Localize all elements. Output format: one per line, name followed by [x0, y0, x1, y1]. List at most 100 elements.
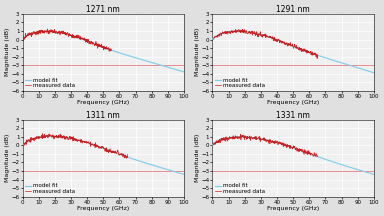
model fit — [332, 59, 337, 62]
measured data — [85, 39, 89, 42]
measured data — [55, 135, 60, 138]
Y-axis label: Magnitude (dB): Magnitude (dB) — [5, 134, 10, 182]
measured data — [109, 49, 114, 52]
measured data — [56, 32, 61, 34]
model fit — [182, 173, 186, 176]
measured data — [287, 146, 291, 149]
model fit — [235, 30, 240, 32]
measured data — [240, 28, 245, 30]
model fit — [94, 144, 98, 147]
measured data — [21, 35, 26, 37]
model fit — [182, 71, 186, 73]
measured data — [77, 34, 81, 37]
measured data — [315, 156, 319, 158]
measured data — [21, 142, 26, 144]
Line: measured data: measured data — [213, 29, 318, 59]
measured data — [245, 135, 250, 138]
measured data — [40, 132, 45, 135]
measured data — [223, 30, 228, 33]
model fit — [142, 161, 147, 164]
model fit — [306, 152, 310, 154]
measured data — [45, 28, 50, 30]
measured data — [63, 136, 67, 139]
model fit — [306, 51, 310, 53]
measured data — [85, 40, 90, 43]
model fit — [116, 152, 120, 155]
model fit — [318, 55, 323, 57]
measured data — [277, 141, 281, 143]
model fit — [239, 30, 243, 33]
model fit — [372, 71, 376, 74]
model fit — [283, 144, 288, 146]
Legend: model fit, measured data: model fit, measured data — [214, 77, 266, 89]
model fit — [49, 135, 54, 138]
Y-axis label: Magnitude (dB): Magnitude (dB) — [5, 28, 10, 76]
measured data — [245, 32, 250, 35]
X-axis label: Frequency (GHz): Frequency (GHz) — [267, 100, 319, 105]
Line: measured data: measured data — [213, 134, 318, 157]
measured data — [238, 133, 243, 135]
measured data — [211, 141, 215, 144]
model fit — [128, 157, 133, 159]
measured data — [96, 147, 101, 149]
measured data — [107, 50, 111, 53]
model fit — [252, 137, 257, 139]
model fit — [20, 144, 25, 146]
Line: model fit: model fit — [212, 137, 374, 174]
Line: model fit: model fit — [23, 32, 184, 72]
measured data — [87, 143, 91, 145]
measured data — [286, 44, 291, 47]
measured data — [31, 32, 36, 34]
X-axis label: Frequency (GHz): Frequency (GHz) — [77, 100, 129, 105]
model fit — [94, 43, 98, 46]
model fit — [239, 136, 243, 138]
model fit — [142, 59, 147, 62]
model fit — [49, 30, 54, 33]
measured data — [211, 38, 215, 41]
model fit — [44, 30, 49, 33]
model fit — [332, 161, 337, 164]
Title: 1331 nm: 1331 nm — [276, 111, 310, 120]
X-axis label: Frequency (GHz): Frequency (GHz) — [77, 206, 129, 211]
X-axis label: Frequency (GHz): Frequency (GHz) — [267, 206, 319, 211]
Legend: model fit, measured data: model fit, measured data — [214, 183, 266, 195]
Line: model fit: model fit — [23, 136, 184, 174]
measured data — [315, 57, 319, 60]
model fit — [283, 42, 288, 45]
Legend: model fit, measured data: model fit, measured data — [24, 183, 76, 195]
measured data — [277, 39, 281, 41]
measured data — [315, 154, 320, 157]
measured data — [97, 145, 102, 148]
model fit — [252, 32, 257, 34]
model fit — [210, 38, 215, 40]
model fit — [210, 144, 215, 146]
Line: model fit: model fit — [212, 31, 374, 73]
model fit — [62, 32, 67, 35]
model fit — [372, 173, 376, 176]
Y-axis label: Magnitude (dB): Magnitude (dB) — [195, 134, 200, 182]
Title: 1311 nm: 1311 nm — [86, 111, 120, 120]
model fit — [62, 136, 67, 139]
model fit — [128, 55, 133, 58]
model fit — [116, 51, 120, 54]
model fit — [318, 156, 323, 159]
measured data — [223, 137, 228, 139]
measured data — [315, 54, 320, 57]
model fit — [238, 136, 243, 138]
measured data — [33, 136, 38, 139]
measured data — [125, 153, 130, 156]
model fit — [20, 38, 25, 40]
measured data — [124, 157, 129, 160]
measured data — [50, 32, 55, 34]
measured data — [252, 137, 257, 139]
Title: 1271 nm: 1271 nm — [86, 5, 120, 14]
model fit — [48, 135, 53, 138]
Title: 1291 nm: 1291 nm — [276, 5, 310, 14]
measured data — [252, 32, 257, 35]
Line: measured data: measured data — [23, 29, 111, 51]
measured data — [287, 42, 291, 45]
measured data — [286, 144, 291, 147]
Legend: model fit, measured data: model fit, measured data — [24, 77, 76, 89]
Line: measured data: measured data — [23, 134, 127, 158]
Y-axis label: Magnitude (dB): Magnitude (dB) — [195, 28, 200, 76]
